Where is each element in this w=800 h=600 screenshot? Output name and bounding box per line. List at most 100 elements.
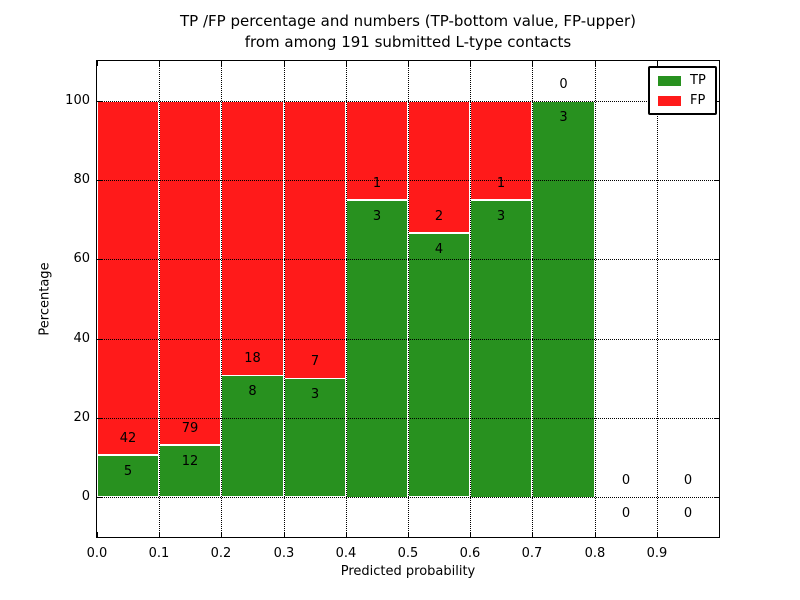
- x-axis-tick: [221, 532, 222, 537]
- x-tick-label: 0.7: [521, 546, 543, 561]
- x-tick-label: 0.6: [459, 546, 481, 561]
- bar-label-tp: 4: [434, 242, 444, 257]
- gridline-vertical: [470, 61, 471, 537]
- legend-label: TP: [690, 73, 706, 88]
- bar-label-tp: 3: [372, 209, 382, 224]
- bar-segment-fp: [346, 101, 408, 200]
- plot-area: TP FP 0.0 0.1 0.2 0.3 0.4 0.5 0.6 0.7 0.8 0.9 0 20 40…: [65, 60, 720, 561]
- bar-segment-tp: [221, 375, 284, 497]
- bar-segment-tp: [408, 233, 470, 497]
- x-tick-label: 0.9: [646, 546, 668, 561]
- bar-segment-fp: [284, 101, 346, 379]
- y-axis-tick: [97, 339, 102, 340]
- bar-segment-fp: [221, 101, 284, 376]
- x-tick-label: 0.8: [584, 546, 606, 561]
- bar-segment-tp: [346, 200, 408, 498]
- x-axis-tick: [532, 532, 533, 537]
- x-tick-label: 0.3: [273, 546, 295, 561]
- y-axis-tick: [97, 418, 102, 419]
- x-axis-tick-top: [470, 61, 471, 66]
- y-tick-label: 0: [81, 489, 90, 504]
- x-axis-tick-top: [346, 61, 347, 66]
- x-tick-label: 0.0: [86, 546, 108, 561]
- bar-label-fp: 79: [181, 421, 199, 436]
- bar-label-fp: 0: [683, 473, 693, 488]
- y-tick-label: 20: [73, 410, 90, 425]
- bar-segment-tp: [97, 455, 159, 497]
- bar-label-fp: 7: [310, 354, 320, 369]
- legend: TP FP: [648, 66, 717, 115]
- gridline-vertical: [408, 61, 409, 537]
- x-axis-tick: [657, 532, 658, 537]
- x-axis-tick: [159, 532, 160, 537]
- bar-label-fp: 0: [559, 77, 568, 92]
- bar-label-tp: 12: [181, 454, 199, 469]
- y-axis-tick: [97, 101, 102, 102]
- bar-label-tp: 3: [559, 110, 568, 125]
- gridline-vertical: [657, 61, 658, 537]
- bar-label-fp: 0: [621, 473, 631, 488]
- x-axis-tick-top: [532, 61, 533, 66]
- bar-label-tp: 3: [496, 209, 506, 224]
- legend-item: FP: [658, 94, 706, 107]
- bar-label-fp: 1: [372, 176, 382, 191]
- bar-label-fp: 1: [496, 176, 506, 191]
- x-axis-tick: [346, 532, 347, 537]
- x-axis-tick-top: [221, 61, 222, 66]
- bar-label-tp: 8: [248, 384, 257, 399]
- gridline-vertical: [284, 61, 285, 537]
- x-axis-tick-top: [97, 61, 98, 66]
- x-axis-title: Predicted probability: [340, 564, 476, 579]
- y-axis-tick: [97, 497, 102, 498]
- y-axis-title: Percentage: [37, 262, 53, 336]
- x-axis-tick: [470, 532, 471, 537]
- gridline-vertical: [595, 61, 596, 537]
- gridline-vertical: [221, 61, 222, 537]
- gridline-vertical: [346, 61, 347, 537]
- bar-label-tp: 0: [683, 506, 693, 521]
- y-tick-label: 100: [65, 93, 90, 108]
- y-tick-label: 80: [73, 172, 90, 187]
- y-axis-tick-right: [714, 339, 719, 340]
- legend-swatch-tp: [658, 75, 681, 86]
- x-axis-tick-top: [284, 61, 285, 66]
- bar-label-fp: 2: [434, 209, 444, 224]
- gridline-vertical: [532, 61, 533, 537]
- y-axis-tick-right: [714, 259, 719, 260]
- bar-label-tp: 0: [621, 506, 631, 521]
- bar-segment-fp: [97, 101, 159, 455]
- x-axis-tick-top: [408, 61, 409, 66]
- x-tick-label: 0.4: [335, 546, 357, 561]
- x-tick-label: 0.1: [148, 546, 170, 561]
- bar-label-tp: 5: [123, 464, 133, 479]
- gridline-vertical: [159, 61, 160, 537]
- x-axis-tick: [595, 532, 596, 537]
- x-axis-tick-top: [595, 61, 596, 66]
- x-axis-tick: [97, 532, 98, 537]
- x-tick-label: 0.5: [397, 546, 419, 561]
- legend-swatch-fp: [658, 95, 681, 106]
- bar-segment-tp: [159, 445, 221, 497]
- y-tick-label: 40: [73, 331, 90, 346]
- chart-title: TP /FP percentage and numbers (TP-bottom…: [96, 11, 720, 53]
- bar-label-tp: 3: [310, 387, 320, 402]
- y-axis-tick-right: [714, 418, 719, 419]
- x-axis-tick-top: [657, 61, 658, 66]
- x-tick-label: 0.2: [210, 546, 232, 561]
- x-axis-tick: [284, 532, 285, 537]
- chart-title-line2: from among 191 submitted L-type contacts: [244, 33, 572, 51]
- y-axis-tick: [97, 259, 102, 260]
- y-axis-tick-right: [714, 497, 719, 498]
- bar-label-fp: 18: [244, 351, 261, 366]
- x-axis-tick: [408, 532, 409, 537]
- y-axis-tick: [97, 180, 102, 181]
- y-tick-label: 60: [73, 251, 90, 266]
- x-axis-tick-top: [159, 61, 160, 66]
- bar-segment-fp: [159, 101, 221, 445]
- bar-label-fp: 42: [119, 431, 137, 446]
- chart-title-line1: TP /FP percentage and numbers (TP-bottom…: [180, 12, 636, 30]
- y-axis-tick-right: [714, 180, 719, 181]
- legend-item: TP: [658, 74, 706, 87]
- legend-label: FP: [690, 93, 706, 108]
